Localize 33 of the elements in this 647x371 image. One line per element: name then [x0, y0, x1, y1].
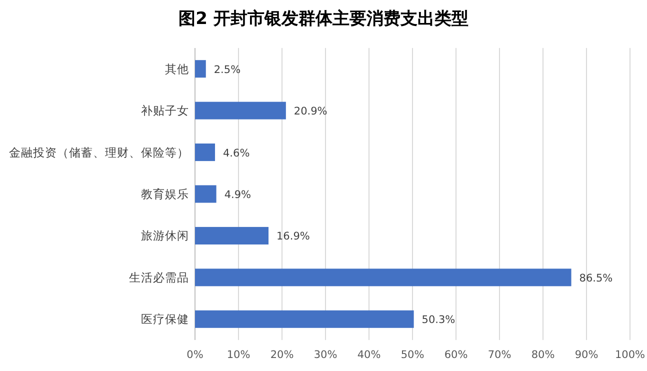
x-tick-label: 60% — [444, 349, 468, 361]
y-tick-label: 旅游休闲 — [141, 228, 189, 243]
bar — [195, 60, 206, 78]
x-tick-label: 0% — [186, 349, 204, 361]
x-tick-label: 100% — [614, 349, 646, 361]
data-label: 50.3% — [422, 314, 456, 326]
x-tick-label: 10% — [226, 349, 250, 361]
data-label: 4.6% — [223, 147, 250, 160]
y-tick-label: 生活必需品 — [129, 270, 189, 284]
bar — [195, 268, 572, 286]
y-tick-label: 补贴子女 — [141, 104, 189, 118]
x-tick-label: 70% — [488, 349, 512, 361]
bar — [195, 144, 216, 162]
bar — [195, 310, 414, 328]
bar — [195, 102, 286, 120]
data-label: 2.5% — [214, 64, 241, 76]
bar — [195, 185, 216, 203]
y-tick-label: 医疗保健 — [141, 312, 189, 326]
x-tick-label: 80% — [531, 349, 555, 361]
x-tick-label: 40% — [357, 349, 381, 361]
x-tick-label: 50% — [400, 349, 424, 361]
data-label: 4.9% — [224, 189, 252, 201]
data-label: 16.9% — [276, 230, 310, 243]
x-tick-label: 30% — [314, 349, 338, 361]
x-tick-label: 20% — [270, 349, 294, 361]
y-tick-label: 教育娱乐 — [141, 187, 189, 201]
x-tick-label: 90% — [574, 349, 598, 361]
y-tick-label: 金融投资（储蓄、理财、保险等） — [9, 145, 189, 160]
bar — [195, 226, 269, 244]
data-label: 86.5% — [579, 272, 613, 284]
data-label: 20.9% — [294, 106, 328, 118]
y-tick-label: 其他 — [165, 62, 189, 76]
chart-title: 图2 开封市银发群体主要消费支出类型 — [178, 9, 468, 29]
